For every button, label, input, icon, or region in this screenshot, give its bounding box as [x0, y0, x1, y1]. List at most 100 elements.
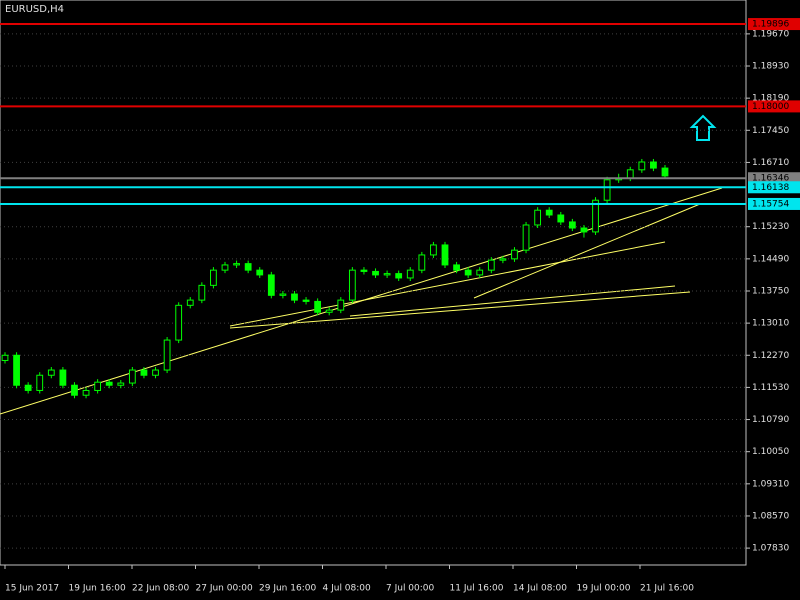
- y-tick-label: 1.09310: [752, 479, 789, 489]
- candle-body: [626, 169, 634, 179]
- y-tick-label: 1.13010: [752, 319, 789, 329]
- y-tick-label: 1.19670: [752, 29, 789, 39]
- candle-body: [650, 161, 657, 169]
- y-tick-label: 1.14490: [752, 254, 789, 264]
- level-label-box: [748, 197, 800, 210]
- candle-body: [568, 221, 576, 229]
- candle-body: [418, 254, 426, 271]
- candle-body: [198, 284, 206, 301]
- candle-body: [383, 273, 391, 276]
- x-tick-label: 19 Jun 16:00: [69, 584, 126, 594]
- candle-body: [511, 249, 518, 260]
- candle-body: [152, 369, 159, 376]
- candle-body: [638, 161, 646, 171]
- candle-body: [221, 264, 229, 271]
- candle-body: [13, 354, 20, 386]
- y-tick-label: 1.15230: [752, 222, 789, 232]
- candle-body: [36, 374, 44, 391]
- candle-body: [128, 369, 136, 384]
- trend-line: [229, 241, 666, 327]
- candle-body: [82, 389, 90, 396]
- candle-body: [105, 381, 113, 386]
- x-tick-label: 4 Jul 08:00: [323, 584, 372, 594]
- y-tick-label: 1.10790: [752, 415, 789, 425]
- candle-body: [534, 209, 542, 226]
- candle-body: [117, 382, 125, 386]
- candle-body: [302, 299, 310, 302]
- y-tick-label: 1.13750: [752, 286, 789, 296]
- candle-body: [291, 293, 298, 301]
- level-label-box: [748, 100, 800, 113]
- candle-body: [476, 269, 484, 276]
- level-label-box: [748, 181, 800, 194]
- level-label-box: [748, 18, 800, 31]
- x-tick-label: 22 Jun 08:00: [132, 584, 189, 594]
- candle-body: [140, 369, 148, 376]
- candle-body: [314, 300, 322, 313]
- y-tick-label: 1.18190: [752, 94, 789, 104]
- candle-body: [325, 309, 333, 313]
- y-tick-label: 1.08570: [752, 511, 789, 521]
- chart-title: EURUSD,H4: [5, 4, 64, 15]
- y-tick-label: 1.16710: [752, 158, 789, 168]
- x-tick-label: 21 Jul 16:00: [640, 584, 694, 594]
- y-tick-label: 1.10050: [752, 447, 789, 457]
- candle-body: [24, 384, 32, 391]
- candle-body: [186, 299, 194, 306]
- candle-body: [487, 259, 495, 271]
- level-label: 1.16138: [752, 183, 789, 193]
- y-tick-label: 1.11530: [752, 383, 789, 393]
- candle-body: [592, 199, 599, 233]
- candle-body: [1, 354, 9, 361]
- candle-body: [406, 269, 414, 279]
- candle-body: [372, 270, 379, 276]
- y-tick-label: 1.07830: [752, 544, 789, 554]
- candle-body: [175, 304, 183, 341]
- x-tick-label: 14 Jul 08:00: [513, 584, 567, 594]
- level-label-box: [748, 172, 800, 185]
- candle-body: [279, 293, 287, 296]
- level-label: 1.15754: [752, 199, 789, 209]
- x-tick-label: 29 Jun 16:00: [259, 584, 316, 594]
- candle-body: [557, 214, 565, 223]
- x-tick-label: 11 Jul 16:00: [450, 584, 504, 594]
- trend-line: [229, 291, 691, 329]
- y-tick-label: 1.17450: [752, 126, 789, 136]
- x-tick-label: 27 Jun 00:00: [196, 584, 253, 594]
- x-tick-label: 19 Jul 00:00: [577, 584, 631, 594]
- candle-body: [267, 274, 275, 296]
- candle-body: [464, 269, 472, 276]
- up-arrow: [689, 114, 717, 141]
- candle-body: [545, 209, 553, 216]
- candle-body: [163, 339, 171, 371]
- candle-body: [71, 384, 78, 396]
- x-tick-label: 7 Jul 00:00: [386, 584, 435, 594]
- candle-body: [244, 263, 252, 271]
- y-tick-label: 1.12270: [752, 351, 789, 361]
- candle-body: [430, 244, 437, 256]
- plot-frame: [0, 0, 747, 566]
- candle-body: [499, 258, 507, 261]
- trend-lines: [0, 187, 723, 415]
- candle-body: [233, 263, 240, 266]
- candle-body: [453, 264, 460, 271]
- candle-body: [661, 167, 669, 177]
- candle-body: [59, 369, 67, 386]
- candle-body: [256, 269, 264, 276]
- candle-body: [580, 227, 588, 233]
- level-label: 1.19896: [752, 20, 789, 30]
- candle-body: [522, 224, 530, 251]
- candle-body: [603, 179, 611, 201]
- y-tick-label: 1.18930: [752, 62, 789, 72]
- candle-body: [94, 381, 102, 391]
- level-label: 1.16346: [752, 174, 789, 184]
- x-tick-label: 15 Jun 2017: [5, 584, 59, 594]
- candle-body: [47, 369, 55, 376]
- candle-body: [395, 273, 403, 279]
- trend-line: [473, 203, 701, 299]
- candle-body: [348, 269, 356, 301]
- candle-body: [441, 244, 449, 266]
- level-label: 1.18000: [752, 102, 789, 112]
- candle-body: [337, 299, 345, 311]
